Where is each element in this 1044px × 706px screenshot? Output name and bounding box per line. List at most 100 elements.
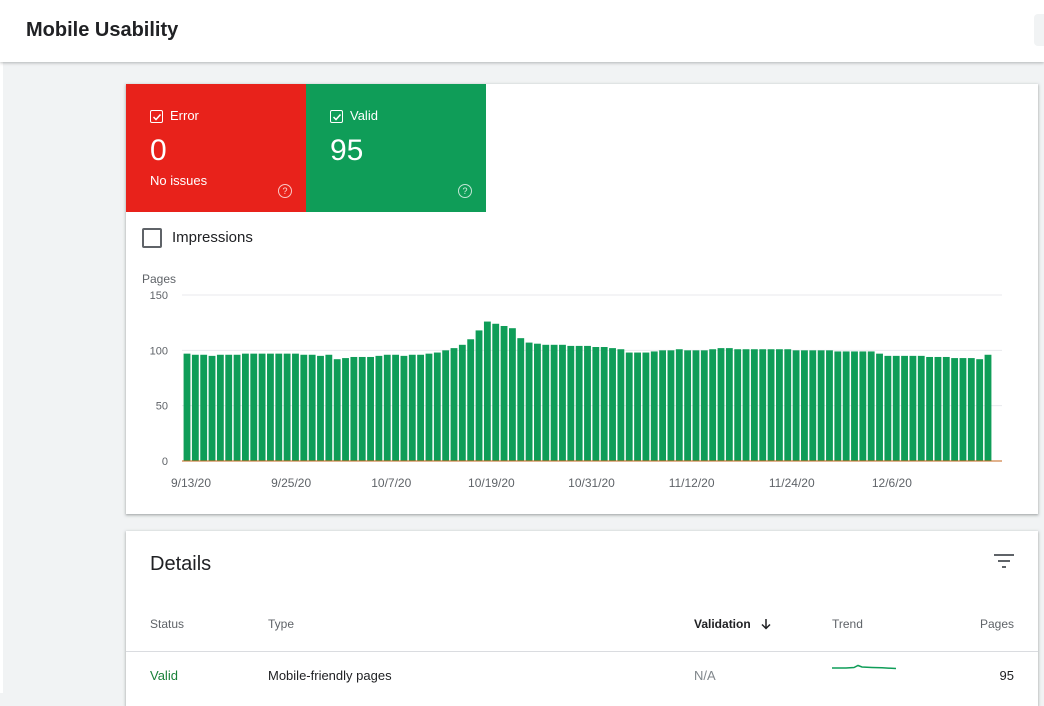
row-validation: N/A — [694, 668, 716, 683]
error-checkbox[interactable] — [150, 110, 163, 123]
chart-bar — [851, 351, 858, 461]
impressions-checkbox[interactable] — [142, 228, 162, 248]
valid-count: 95 — [330, 134, 364, 167]
chart-bar — [225, 354, 233, 461]
chart-bar — [692, 350, 700, 461]
chart-bar — [592, 347, 600, 461]
chart-bar — [375, 355, 383, 461]
x-tick-label: 9/13/20 — [171, 476, 211, 490]
chart-bar — [383, 354, 391, 461]
chart-bar — [534, 343, 541, 461]
chart-bar — [342, 358, 349, 461]
chart-bar — [709, 349, 717, 461]
error-tile[interactable]: Error 0 No issues ? — [126, 84, 306, 212]
chart-bar — [275, 353, 283, 461]
filter-icon[interactable] — [994, 553, 1014, 569]
chart-bar — [700, 350, 708, 461]
chart-bar — [250, 353, 258, 461]
column-trend[interactable]: Trend — [832, 617, 863, 631]
column-type[interactable]: Type — [268, 617, 295, 631]
column-status[interactable]: Status — [150, 617, 185, 631]
chart-bar — [859, 351, 867, 461]
chart-bar — [876, 353, 883, 461]
y-axis-label: Pages — [142, 272, 176, 286]
chart-bar — [550, 344, 558, 461]
chart-bar — [809, 350, 817, 461]
chart-bar — [917, 355, 925, 461]
row-pages: 95 — [999, 668, 1014, 683]
chart-bar — [292, 353, 299, 461]
chart-bar — [775, 349, 783, 461]
chart-bar — [909, 355, 917, 461]
chart-bar — [767, 349, 775, 461]
y-tick-label: 100 — [150, 345, 168, 357]
chart-bar — [951, 358, 959, 461]
x-tick-label: 9/25/20 — [271, 476, 311, 490]
chart-bar — [475, 330, 483, 461]
chart-bar — [650, 351, 658, 461]
chart-bar — [959, 358, 967, 461]
chart-bar — [717, 348, 725, 461]
chart-bar — [233, 354, 241, 461]
chart-bar — [984, 354, 992, 461]
chart-bar — [942, 356, 950, 461]
error-count: 0 — [150, 134, 167, 167]
chart-bar — [784, 349, 792, 461]
chart-bar — [842, 351, 850, 461]
chart-bar — [258, 353, 266, 461]
chart-bar — [625, 352, 633, 461]
chart-bar — [892, 355, 900, 461]
column-pages[interactable]: Pages — [979, 617, 1014, 631]
x-tick-label: 10/31/20 — [568, 476, 615, 490]
chart-bar — [967, 358, 975, 461]
impressions-label: Impressions — [172, 229, 253, 246]
chart-bar — [508, 328, 516, 461]
chart-bar — [926, 356, 934, 461]
check-icon — [332, 113, 342, 121]
chart-bar — [350, 356, 358, 461]
error-subtitle: No issues — [150, 173, 208, 188]
sort-arrow-down-icon — [761, 619, 771, 630]
x-tick-label: 10/19/20 — [468, 476, 515, 490]
pages-chart: Pages 150 100 50 09/13/20 9/25/20 10/7/20 10/19… — [142, 272, 1002, 490]
chart-bar — [584, 345, 591, 461]
chart-bar — [317, 355, 324, 461]
error-label: Error — [170, 108, 199, 123]
chart-bar — [575, 345, 583, 461]
valid-tile[interactable]: Valid 95 ? — [306, 84, 486, 212]
row-status: Valid — [150, 668, 178, 683]
chart-bar — [559, 344, 566, 461]
chart-bar — [216, 354, 224, 461]
help-icon[interactable]: ? — [458, 184, 472, 198]
chart-bar — [308, 354, 316, 461]
chart-bar — [884, 355, 892, 461]
chart-bar — [600, 347, 608, 461]
chart-bar — [425, 353, 433, 461]
chart-bar — [400, 355, 408, 461]
chart-bar — [241, 353, 249, 461]
column-validation[interactable]: Validation — [694, 617, 772, 631]
chart-bar — [333, 359, 341, 461]
top-bar-edge-control[interactable] — [1034, 14, 1044, 46]
y-tick-label: 50 — [156, 401, 168, 413]
chart-bar — [834, 351, 842, 461]
chart-bar — [675, 349, 683, 461]
column-validation-label: Validation — [694, 617, 751, 631]
chart-bar — [867, 351, 875, 461]
chart-bar — [483, 321, 491, 461]
chart-bar — [267, 353, 274, 461]
chart-bar — [609, 348, 616, 461]
chart-bar — [442, 350, 450, 461]
x-tick-label: 11/12/20 — [669, 476, 715, 490]
chart-bar — [659, 350, 667, 461]
help-icon[interactable]: ? — [278, 184, 292, 198]
chart-bar — [358, 356, 366, 461]
row-type[interactable]: Mobile-friendly pages — [268, 668, 392, 683]
chart-bar — [934, 356, 942, 461]
valid-label: Valid — [350, 108, 378, 123]
details-card: Details Status Type Validation Trend Pag… — [126, 531, 1038, 706]
chart-bar — [759, 349, 767, 461]
details-title: Details — [150, 553, 212, 575]
chart-bar — [392, 354, 400, 461]
valid-checkbox[interactable] — [330, 110, 343, 123]
